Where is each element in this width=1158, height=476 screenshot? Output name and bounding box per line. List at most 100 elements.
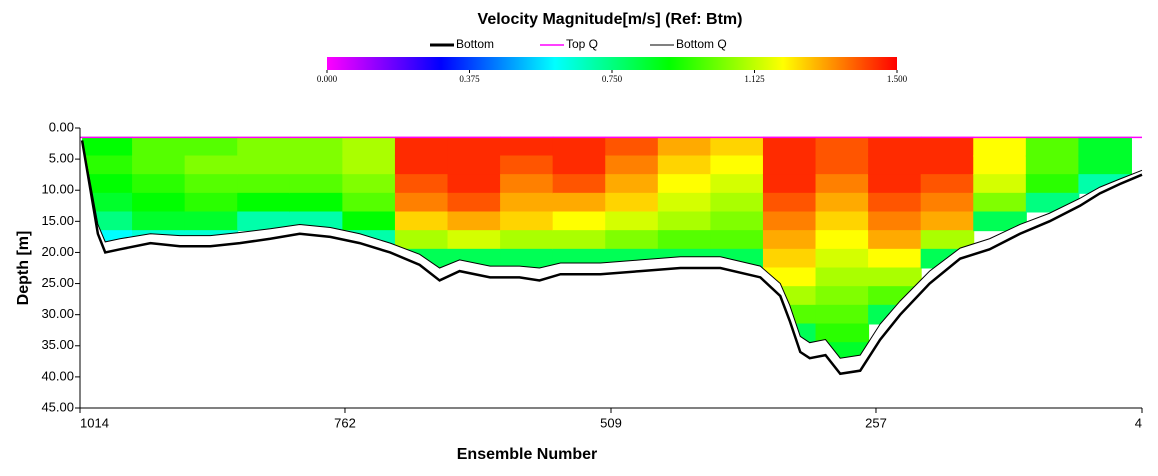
velocity-cell	[342, 174, 396, 194]
velocity-cell	[868, 192, 922, 213]
velocity-cell	[710, 136, 764, 157]
velocity-cell	[500, 248, 554, 269]
velocity-cell	[815, 230, 870, 250]
velocity-cell	[868, 136, 922, 157]
velocity-cell	[868, 174, 922, 194]
velocity-cell	[500, 174, 554, 194]
velocity-cell	[552, 230, 607, 250]
velocity-cell	[815, 323, 870, 344]
velocity-cell	[920, 174, 975, 194]
velocity-cell	[184, 155, 239, 176]
velocity-cell	[289, 136, 344, 157]
y-tick-label: 35.00	[41, 337, 74, 352]
velocity-cell	[1025, 136, 1080, 157]
velocity-cell	[762, 155, 817, 176]
velocity-cell	[237, 155, 291, 176]
velocity-cell	[973, 155, 1027, 176]
velocity-cell	[815, 155, 870, 176]
velocity-cell	[868, 230, 922, 250]
velocity-cell	[552, 136, 607, 157]
velocity-cell	[82, 136, 134, 157]
velocity-cell	[973, 136, 1027, 157]
velocity-cell	[500, 211, 554, 232]
velocity-cell	[920, 248, 975, 269]
velocity-cell	[342, 192, 396, 213]
velocity-cell	[815, 174, 870, 194]
velocity-cell	[815, 248, 870, 269]
velocity-cell	[815, 286, 870, 306]
velocity-cell	[815, 342, 870, 359]
velocity-cell	[1025, 174, 1080, 194]
colorbar-tick-label: 0.375	[459, 74, 480, 84]
velocity-cell	[132, 192, 186, 213]
y-tick-label: 30.00	[41, 306, 74, 321]
velocity-cell	[605, 155, 659, 176]
colorbar-tick-label: 1.125	[744, 74, 765, 84]
velocity-cell	[552, 248, 607, 269]
velocity-cell	[394, 136, 449, 157]
colorbar-tick-label: 1.500	[887, 74, 908, 84]
velocity-cell	[762, 248, 817, 269]
velocity-cell	[815, 304, 870, 325]
velocity-cell	[82, 211, 134, 232]
velocity-cell	[920, 211, 975, 232]
velocity-cell	[237, 192, 291, 213]
velocity-cell	[657, 248, 712, 269]
velocity-cell	[762, 323, 817, 344]
velocity-cell	[447, 192, 502, 213]
velocity-cell	[237, 136, 291, 157]
velocity-cell	[289, 174, 344, 194]
velocity-cell	[184, 192, 239, 213]
y-tick-label: 0.00	[49, 119, 74, 134]
legend-label: Bottom Q	[676, 37, 727, 51]
velocity-cell	[605, 136, 659, 157]
velocity-cell	[657, 192, 712, 213]
velocity-cell	[500, 155, 554, 176]
y-tick-label: 45.00	[41, 399, 74, 414]
velocity-cell	[342, 136, 396, 157]
velocity-cell	[920, 230, 975, 250]
velocity-cell	[132, 174, 186, 194]
velocity-cell	[1078, 155, 1132, 176]
velocity-cell	[605, 211, 659, 232]
velocity-cell	[657, 211, 712, 232]
velocity-cell	[920, 192, 975, 213]
velocity-cell	[237, 174, 291, 194]
velocity-cell	[82, 174, 134, 194]
velocity-cell	[289, 192, 344, 213]
series-line	[80, 140, 1143, 376]
velocity-cell	[1025, 155, 1080, 176]
velocity-cell	[710, 192, 764, 213]
velocity-cell	[762, 174, 817, 194]
velocity-cell	[1078, 136, 1132, 157]
velocity-cell	[973, 192, 1027, 213]
velocity-cell	[394, 155, 449, 176]
velocity-cell	[447, 230, 502, 250]
velocity-cell	[552, 155, 607, 176]
velocity-cell	[289, 155, 344, 176]
legend-label: Bottom	[456, 37, 494, 51]
y-tick-label: 20.00	[41, 244, 74, 259]
velocity-cell	[394, 174, 449, 194]
velocity-cell	[657, 136, 712, 157]
velocity-cell	[82, 155, 134, 176]
velocity-cell	[868, 155, 922, 176]
chart-title: Velocity Magnitude[m/s] (Ref: Btm)	[478, 11, 743, 28]
y-tick-label: 10.00	[41, 182, 74, 197]
velocity-cell	[605, 230, 659, 250]
velocity-cell	[184, 136, 239, 157]
velocity-cell	[868, 211, 922, 232]
velocity-cell	[500, 136, 554, 157]
velocity-field	[82, 136, 1132, 359]
velocity-cell	[973, 174, 1027, 194]
velocity-cell	[762, 136, 817, 157]
velocity-cell	[552, 211, 607, 232]
velocity-cell	[868, 248, 922, 269]
velocity-cell	[552, 192, 607, 213]
velocity-cell	[394, 192, 449, 213]
velocity-cell	[552, 174, 607, 194]
y-tick-label: 5.00	[49, 151, 74, 166]
colorbar	[327, 57, 897, 70]
colorbar-tick-label: 0.000	[317, 74, 338, 84]
